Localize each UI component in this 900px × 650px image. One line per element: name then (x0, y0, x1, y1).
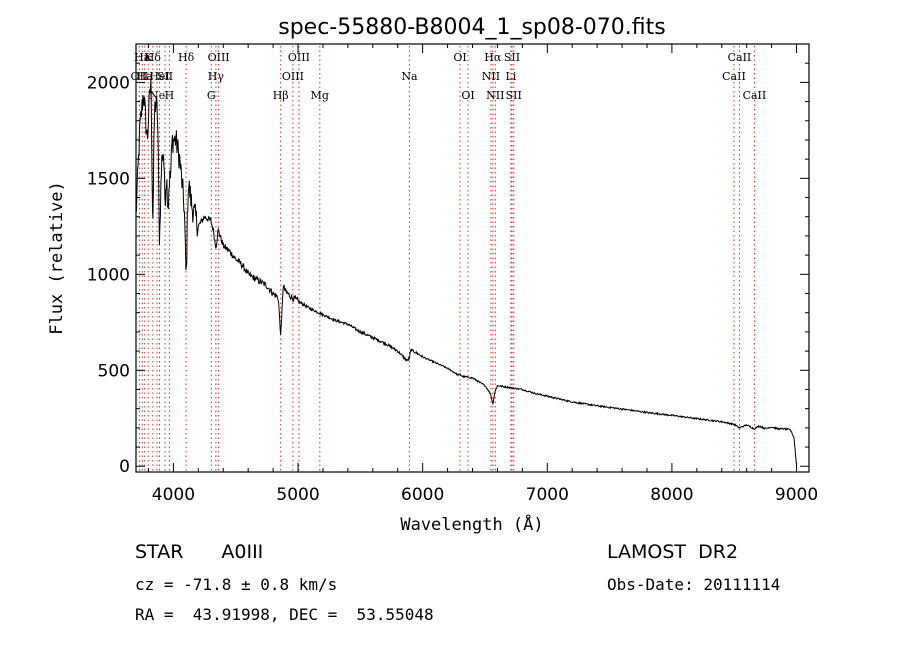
line-label-17: Na (401, 70, 418, 83)
line-label-18: OI (453, 51, 466, 64)
y-axis-ticks: 0 500 1000 1500 2000 (87, 62, 809, 477)
survey-label: LAMOST DR2 (607, 541, 739, 563)
line-label-28: CaII (743, 89, 767, 102)
line-label-23: Li (505, 70, 516, 83)
line-label-2: Ha (137, 70, 154, 83)
plot-frame (135, 43, 810, 473)
x-axis-ticks: 4000 5000 6000 7000 8000 9000 (147, 44, 818, 505)
x-tick-label-3: 7000 (526, 485, 569, 505)
line-label-1: Ha (134, 51, 151, 64)
coordinates-label: RA = 43.91998, DEC = 53.55048 (135, 605, 434, 624)
line-label-14: OIII (282, 70, 304, 83)
y-tick-label-2: 1000 (87, 265, 130, 285)
line-label-13: Hβ (273, 89, 289, 102)
x-axis-label: Wavelength (Å) (400, 513, 543, 535)
line-label-26: CaII (722, 70, 746, 83)
emission-line-markers: OIIHaHaKHδNeHeISIIHHδGHγOIIIHβOIIIOIIIMg… (131, 46, 767, 472)
y-tick-label-0: 0 (119, 457, 130, 477)
line-label-22: NII (486, 89, 504, 102)
line-label-7: SII (157, 70, 173, 83)
line-label-16: Mg (311, 89, 329, 102)
x-tick-label-5: 9000 (775, 485, 818, 505)
y-tick-label-4: 2000 (87, 73, 130, 93)
line-label-24: SII (504, 51, 520, 64)
line-label-15: OIII (288, 51, 310, 64)
spectrum-series (135, 78, 797, 466)
line-label-8: H (165, 89, 175, 102)
line-label-20: NII (482, 70, 500, 83)
x-tick-label-2: 6000 (401, 485, 444, 505)
class-label: STAR (135, 541, 184, 563)
line-label-19: OI (461, 89, 474, 102)
x-tick-label-0: 4000 (152, 485, 195, 505)
line-label-5: Ne (149, 89, 165, 102)
line-label-27: CaII (728, 51, 752, 64)
redshift-label: cz = -71.8 ± 0.8 km/s (135, 575, 338, 594)
chart-title: spec-55880-B8004_1_sp08-070.fits (278, 15, 666, 40)
x-tick-label-4: 8000 (650, 485, 693, 505)
subclass-label: A0III (221, 541, 264, 563)
line-label-9: Hδ (178, 51, 195, 64)
line-label-21: Hα (484, 51, 502, 64)
x-tick-label-1: 5000 (276, 485, 319, 505)
obs-date-label: Obs-Date: 20111114 (607, 575, 781, 594)
y-tick-label-1: 500 (98, 361, 130, 381)
line-label-4: Hδ (145, 51, 162, 64)
line-label-10: G (207, 89, 216, 102)
line-label-3: K (144, 51, 153, 64)
y-tick-label-3: 1500 (87, 169, 130, 189)
line-label-12: OIII (208, 51, 230, 64)
spectrum-line (135, 78, 797, 466)
line-label-0: OII (131, 70, 149, 83)
object-class: STAR A0III (135, 541, 263, 563)
line-label-11: Hγ (208, 70, 225, 83)
line-label-25: SII (506, 89, 522, 102)
y-axis-label: Flux (relative) (47, 181, 67, 335)
